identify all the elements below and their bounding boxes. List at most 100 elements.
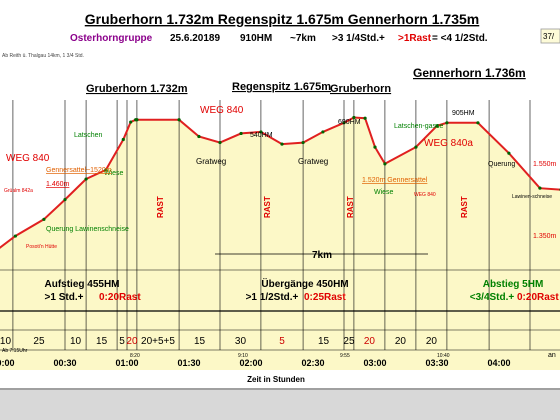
x-tick-label: 00:00 xyxy=(0,358,15,368)
alt-540: 540HM xyxy=(250,132,273,139)
group-label: Osterhorngruppe xyxy=(70,33,153,44)
x-tick-label: 01:00 xyxy=(115,358,138,368)
profile-point xyxy=(13,234,17,238)
gennersattel-top: Gennersattel~1520m xyxy=(46,167,112,174)
profile-points xyxy=(13,115,560,238)
x-tick-label: 03:00 xyxy=(363,358,386,368)
profile-point xyxy=(63,197,67,202)
profile-point xyxy=(476,121,480,125)
segment-abstieg-title: Abstieg 5HM xyxy=(483,279,544,290)
hike-date: 25.6.20189 xyxy=(170,33,220,44)
lawinenschneise-label: Lawinen-schneise xyxy=(512,194,552,200)
profile-point xyxy=(301,140,305,145)
rast-label-1: RAST xyxy=(156,196,165,218)
header-background xyxy=(0,0,560,48)
peak-label-gruberhorn-2: Gruberhorn xyxy=(330,83,391,95)
profile-point xyxy=(177,118,181,122)
profile-point xyxy=(84,177,88,181)
weg-840-left: WEG 840 xyxy=(6,153,50,164)
duration-cell: 20 xyxy=(395,336,407,347)
time-mark-820: 8:20 xyxy=(130,353,140,359)
profile-point xyxy=(104,168,108,172)
profile-point xyxy=(435,124,439,128)
profile-point xyxy=(383,162,387,166)
segment-uebergaenge-time: >1 1/2Std.+ xyxy=(246,292,299,303)
duration-row: 10 25 10 15 5 20 20+5+5 15 30 5 15 25 20 20 20 xyxy=(0,336,437,347)
alt-905: 905HM xyxy=(452,110,475,117)
latschengasse-label: Latschen-gasse xyxy=(394,123,444,130)
duration-cell: 20 xyxy=(364,336,376,347)
profile-point xyxy=(197,134,201,139)
profile-point xyxy=(42,217,46,221)
duration-cell: 20+5+5 xyxy=(141,336,175,347)
duration-cell: 25 xyxy=(33,336,45,347)
wiese-label-2: Wiese xyxy=(374,189,394,196)
weg-840-mid: WEG 840 xyxy=(200,105,244,116)
distance-label: 7km xyxy=(312,250,332,261)
profile-point xyxy=(538,186,542,190)
duration-cell: 15 xyxy=(96,336,108,347)
segment-abstieg-rest: 0:20Rast xyxy=(517,292,559,303)
x-tick-label: 02:30 xyxy=(301,358,324,368)
segment-uebergaenge-title: Übergänge 450HM xyxy=(261,277,348,290)
duration-cell: 20 xyxy=(426,336,438,347)
peak-label-gennerhorn: Gennerhorn 1.736m xyxy=(413,66,526,80)
rast-label-2: RAST xyxy=(263,196,272,218)
time-mark-910: 9:10 xyxy=(238,353,248,359)
querung-lawinen: Querung Lawinenschneise xyxy=(46,226,129,233)
duration-cell: 20 xyxy=(126,336,138,347)
window-bottom-strip xyxy=(0,388,560,420)
hike-time-suffix: = <4 1/2Std. xyxy=(432,33,488,44)
posoti-label: Posoti'n Hütte xyxy=(26,244,57,250)
x-tick-label: 03:30 xyxy=(425,358,448,368)
profile-point xyxy=(321,130,325,134)
time-mark-start: Ab 7:15Uhr xyxy=(2,348,28,354)
querung-label: Querung xyxy=(488,161,515,168)
hike-time-prefix: >3 1/4Std.+ xyxy=(332,33,385,44)
time-mark-end: an xyxy=(548,352,556,359)
profile-point xyxy=(414,145,418,149)
duration-cell: 10 xyxy=(70,336,82,347)
duration-cell: 30 xyxy=(235,336,247,347)
duration-cell: 10 xyxy=(0,336,11,347)
rast-label-3: RAST xyxy=(346,196,355,218)
time-mark-955: 9:55 xyxy=(340,353,350,359)
x-tick-label: 02:00 xyxy=(239,358,262,368)
profile-point xyxy=(259,130,263,134)
profile-point xyxy=(129,120,133,124)
segment-uebergaenge-rest: 0:25Rast xyxy=(304,292,346,303)
hike-rest-note: >1Rast xyxy=(398,33,432,44)
x-axis-label: Zeit in Stunden xyxy=(247,375,305,384)
duration-cell: 5 xyxy=(119,336,125,347)
profile-point xyxy=(352,115,356,120)
x-tick-label: 00:30 xyxy=(53,358,76,368)
rast-label-4: RAST xyxy=(460,196,469,218)
segment-aufstieg-title: Aufstieg 455HM xyxy=(44,279,119,290)
duration-cell: 15 xyxy=(318,336,330,347)
profile-point xyxy=(135,118,139,122)
alt-1460: 1.460m xyxy=(46,181,70,188)
gruberalm-label: Grüalm 842a xyxy=(4,188,33,194)
alt-1550: 1.550m xyxy=(533,161,557,168)
duration-cell: 5 xyxy=(279,336,285,347)
window-bottom-border xyxy=(0,388,560,390)
profile-point xyxy=(507,151,511,155)
segment-abstieg-time: <3/4Std.+ xyxy=(470,292,515,303)
profile-point xyxy=(218,140,222,145)
profile-point xyxy=(121,137,125,142)
alt-690: 690HM xyxy=(338,119,361,126)
latschen-label: Latschen xyxy=(74,132,103,139)
weg-840-small: WEG 840 xyxy=(414,192,436,198)
peak-label-gruberhorn: Gruberhorn 1.732m xyxy=(86,83,188,95)
chart-title: Gruberhorn 1.732m Regenspitz 1.675m Genn… xyxy=(85,11,479,27)
grid-lines xyxy=(0,100,560,351)
page-tag-box xyxy=(540,28,560,44)
segment-aufstieg-rest: 0:20Rast xyxy=(99,292,141,303)
segment-aufstieg-time: >1 Std.+ xyxy=(45,292,84,303)
profile-point xyxy=(239,131,243,136)
gratweg-label-1: Gratweg xyxy=(196,157,226,166)
duration-cell: 15 xyxy=(194,336,206,347)
x-axis: 00:00 00:30 01:00 01:30 02:00 02:30 03:00 03:30… xyxy=(0,358,511,368)
hike-distance: ~7km xyxy=(290,33,316,44)
